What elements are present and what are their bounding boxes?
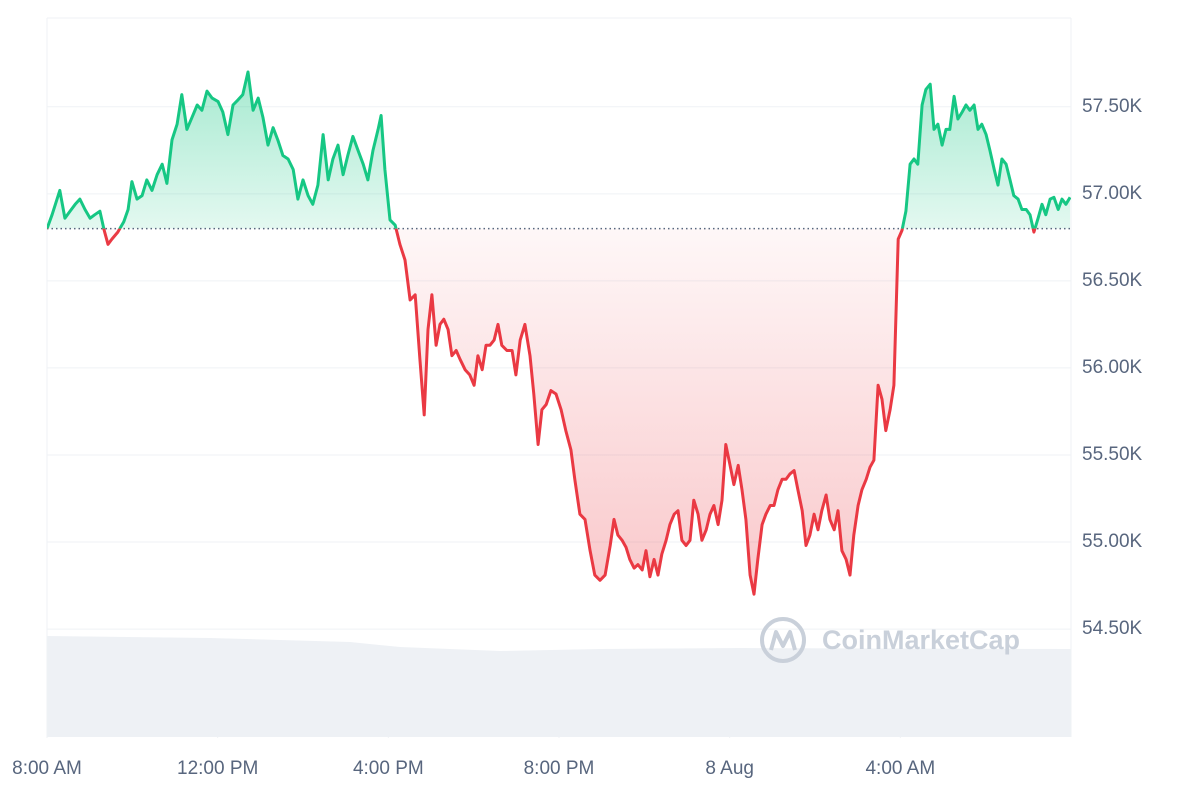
plot <box>47 70 1071 596</box>
price-line-up <box>47 70 1071 229</box>
y-tick-label: 56.00K <box>1082 357 1143 378</box>
y-tick-label: 56.50K <box>1082 270 1143 291</box>
y-tick-label: 54.50K <box>1082 618 1143 639</box>
y-tick-label: 55.50K <box>1082 444 1143 465</box>
x-tick-label: 8:00 PM <box>524 758 595 779</box>
x-tick-label: 4:00 AM <box>865 758 935 779</box>
watermark: CoinMarketCap <box>760 617 1020 663</box>
watermark-text: CoinMarketCap <box>822 625 1020 655</box>
y-tick-label: 57.00K <box>1082 183 1143 204</box>
x-tick-label: 8:00 AM <box>12 758 82 779</box>
x-tick-label: 8 Aug <box>705 758 754 779</box>
x-tick-label: 12:00 PM <box>177 758 258 779</box>
volume-area <box>47 636 1071 737</box>
x-tick-label: 4:00 PM <box>353 758 424 779</box>
axes: 54.50K 55.00K 55.50K 56.00K 56.50K 57.00K 57.5… <box>12 96 1142 779</box>
watermark-logo <box>760 617 806 663</box>
watermark-logo-mark <box>769 630 797 651</box>
y-tick-label: 57.50K <box>1082 96 1143 117</box>
price-line-down <box>47 228 1037 596</box>
area-up <box>47 72 1071 229</box>
y-tick-label: 55.00K <box>1082 531 1143 552</box>
